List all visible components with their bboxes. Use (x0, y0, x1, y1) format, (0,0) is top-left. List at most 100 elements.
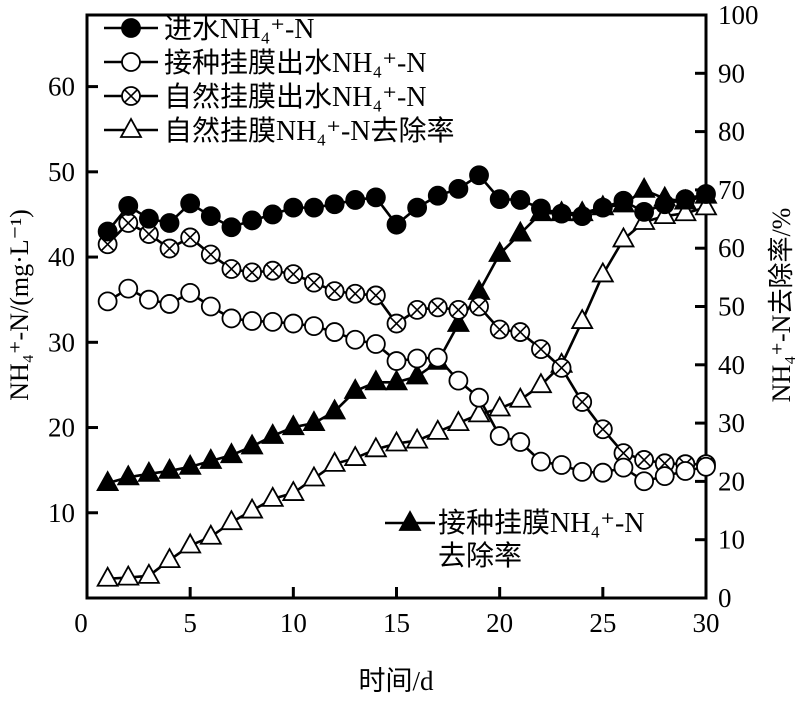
y-right-tick-label: 20 (718, 466, 745, 496)
data-point (694, 194, 718, 216)
data-point (427, 347, 448, 368)
data-point (240, 433, 264, 455)
data-point-cross (368, 288, 383, 303)
legend-entry: 接种挂膜出水NH₄⁺-N (104, 47, 427, 79)
legend-marker (121, 52, 141, 72)
legend-secondary-line1: 接种挂膜NH₄⁺-N (438, 507, 645, 539)
y-right-tick-label: 60 (718, 233, 745, 263)
data-point (138, 208, 159, 229)
y-left-tick-label: 60 (48, 72, 75, 102)
data-point (407, 348, 428, 369)
data-point (138, 289, 159, 310)
data-point (632, 177, 656, 198)
data-point-cross (141, 227, 156, 242)
data-point (304, 197, 324, 218)
data-point (654, 194, 675, 215)
data-point (489, 426, 510, 446)
legend-secondary-line2: 去除率 (438, 540, 522, 572)
data-point (137, 562, 161, 584)
x-tick-label: 15 (383, 608, 410, 638)
data-point-cross (533, 342, 548, 357)
data-point (97, 221, 118, 242)
data-point (384, 430, 409, 452)
data-point (116, 564, 140, 586)
data-point (531, 451, 551, 472)
data-point (364, 369, 388, 391)
data-point (281, 414, 305, 436)
x-tick-label: 0 (74, 608, 88, 638)
data-point-cross (327, 284, 342, 299)
x-tick-label: 30 (693, 608, 720, 638)
data-point (118, 196, 139, 216)
data-point (302, 410, 326, 432)
series-2 (97, 278, 716, 492)
series-line (106, 221, 706, 466)
data-point (384, 369, 409, 391)
data-point (283, 197, 304, 218)
data-point (592, 462, 613, 483)
data-point (221, 308, 242, 329)
data-point (592, 197, 613, 218)
data-point (508, 386, 532, 408)
y-axis-right-label: NH₄⁺-N去除率/% (767, 208, 796, 403)
legend-marker-cross (123, 88, 139, 104)
data-point (448, 178, 469, 199)
data-point (386, 351, 407, 371)
legend-entry: 自然挂膜NH₄⁺-N去除率 (104, 115, 455, 147)
data-point (262, 204, 283, 225)
data-point (696, 184, 716, 204)
axes: 0 5 10 15 20 25 30 10 20 30 40 50 60 0 10 20 30 40 50 60 70 8… (48, 0, 759, 638)
data-point-cross (430, 300, 445, 315)
data-point (178, 453, 202, 475)
data-point (570, 308, 594, 329)
data-point (159, 213, 180, 233)
data-point-cross (595, 422, 610, 437)
data-point (469, 387, 489, 408)
data-point (488, 395, 512, 417)
data-point (467, 279, 491, 300)
legend-marker (398, 510, 422, 531)
y-right-tick-label: 0 (718, 583, 732, 613)
data-point (261, 486, 285, 507)
data-point (118, 278, 139, 299)
data-point (634, 471, 654, 492)
y-right-tick-label: 30 (718, 408, 745, 438)
data-point (467, 401, 491, 423)
x-tick-label: 5 (183, 608, 197, 638)
data-point-cross (637, 452, 652, 467)
y-left-tick-label: 20 (48, 413, 75, 443)
data-point (613, 190, 634, 211)
data-point-cross (389, 316, 404, 331)
data-point (446, 410, 470, 432)
data-point (199, 448, 223, 469)
data-point (653, 203, 677, 225)
y-left-tick-label: 10 (48, 498, 75, 528)
data-point (199, 523, 223, 545)
data-point (531, 198, 551, 219)
data-point (345, 190, 366, 210)
y-left-tick-label: 50 (48, 157, 75, 187)
legend-entry-secondary (385, 510, 435, 531)
data-point (324, 194, 345, 215)
data-point-cross (471, 299, 487, 314)
data-point (654, 466, 675, 487)
x-tick-label: 25 (589, 608, 616, 638)
data-point (448, 370, 469, 391)
legend-entry: 自然挂膜出水NH₄⁺-N (104, 81, 427, 113)
legend-label: 自然挂膜出水NH₄⁺-N (164, 81, 427, 113)
legend: 进水NH₄⁺-N接种挂膜出水NH₄⁺-N自然挂膜出水NH₄⁺-N自然挂膜NH₄⁺… (104, 13, 455, 531)
y-right-tick-label: 90 (718, 58, 745, 88)
data-point (365, 187, 386, 208)
data-point (200, 206, 221, 227)
y-right-tick-label: 50 (718, 292, 745, 322)
data-point (324, 322, 345, 342)
legend-label: 进水NH₄⁺-N (164, 13, 315, 45)
data-point (262, 311, 283, 332)
data-point (673, 200, 697, 222)
data-point-cross (286, 267, 301, 282)
data-point (591, 261, 615, 283)
data-point (302, 465, 326, 487)
data-point-cross (306, 275, 322, 290)
data-point (675, 461, 696, 481)
